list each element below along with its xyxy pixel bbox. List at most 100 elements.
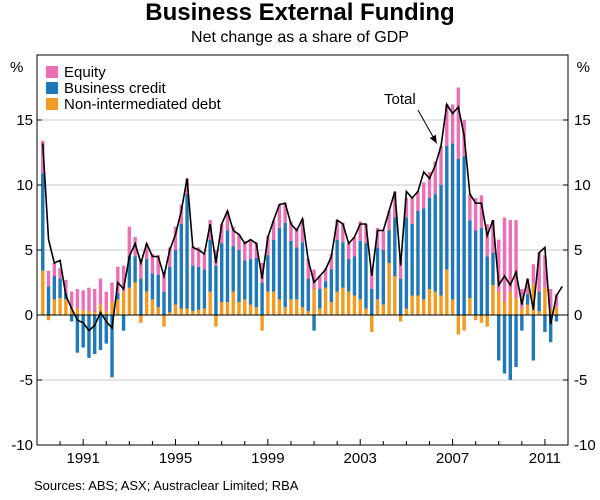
y-tick-label-left: -5 [20, 372, 33, 389]
bar-credit [266, 255, 270, 292]
bar-equity [144, 243, 149, 260]
bar-debt [81, 309, 85, 315]
bar-debt [156, 307, 160, 315]
bar-debt [554, 307, 559, 315]
bar-equity [445, 104, 449, 146]
bar-credit [479, 227, 484, 315]
bar-equity [491, 220, 495, 253]
bar-credit [312, 315, 316, 331]
bar-credit [283, 222, 287, 308]
bar-credit [52, 276, 57, 300]
bar-credit [456, 159, 461, 315]
x-tick-label: 1999 [251, 450, 284, 467]
bar-debt [497, 291, 501, 315]
bar-credit [346, 259, 351, 292]
bar-credit [179, 224, 183, 309]
bar-equity [508, 220, 512, 292]
bar-credit [139, 278, 143, 315]
bar-credit [358, 240, 362, 300]
bar-equity [375, 227, 380, 248]
bar-debt [433, 291, 437, 315]
bar-credit [41, 173, 45, 271]
bar-equity [341, 222, 345, 243]
bar-debt [87, 311, 91, 315]
bar-credit [98, 315, 103, 351]
bar-credit [220, 243, 224, 302]
bar-equity [81, 290, 85, 310]
bar-credit [289, 240, 293, 300]
bar-credit [508, 315, 512, 380]
x-tick-label: 2007 [436, 450, 469, 467]
bar-debt [41, 270, 45, 315]
bar-debt [220, 302, 224, 315]
bar-equity [323, 268, 328, 282]
bar-equity [52, 263, 57, 276]
bar-credit [404, 217, 409, 309]
bar-equity [283, 203, 287, 223]
bar-debt [58, 298, 62, 315]
bar-credit [433, 194, 437, 292]
x-tick-label: 1991 [66, 450, 99, 467]
bar-debt [225, 302, 230, 315]
bar-credit [520, 315, 524, 331]
y-tick-label-left: 10 [16, 177, 33, 194]
bar-equity [58, 268, 62, 279]
bar-equity [173, 226, 178, 250]
bar-credit [323, 281, 328, 288]
bar-equity [46, 270, 51, 287]
y-tick-label-right: 0 [574, 307, 582, 324]
bar-equity [191, 246, 195, 266]
bar-debt [243, 299, 247, 315]
bar-credit [537, 291, 541, 312]
bar-equity [531, 264, 536, 284]
bar-debt [381, 304, 385, 315]
bar-equity [69, 291, 74, 308]
bar-equity [346, 243, 351, 260]
bar-equity [370, 269, 374, 289]
bar-equity [231, 226, 235, 247]
bar-equity [139, 259, 143, 279]
annotation-label: Total [384, 91, 416, 108]
y-tick-label-right: -5 [574, 372, 587, 389]
bar-debt [520, 308, 524, 315]
bar-debt [173, 304, 178, 315]
bar-credit [81, 315, 85, 348]
bar-equity [260, 263, 264, 283]
bar-equity [398, 259, 403, 279]
bar-debt [370, 315, 374, 332]
bar-debt [260, 315, 264, 331]
bar-equity [300, 218, 305, 243]
bar-debt [231, 291, 235, 315]
bar-equity [104, 291, 108, 312]
bar-equity [520, 289, 524, 309]
bar-equity [393, 191, 397, 218]
bar-credit [162, 291, 166, 315]
bar-debt [410, 295, 414, 315]
bar-credit [416, 211, 420, 296]
bar-equity [387, 211, 391, 231]
bar-equity [427, 172, 432, 198]
bar-equity [537, 252, 541, 292]
bar-debt [69, 307, 74, 315]
bar-debt [543, 287, 547, 315]
bar-credit [445, 146, 449, 270]
y-tick-label-left: 5 [25, 242, 33, 259]
bar-debt [462, 315, 466, 331]
bar-debt [491, 285, 495, 315]
bar-debt [191, 311, 195, 315]
bar-debt [121, 291, 126, 315]
bar-credit [450, 143, 455, 300]
bar-debt [473, 315, 478, 321]
bar-equity [64, 279, 68, 293]
bar-debt [537, 311, 541, 315]
axis-ticks: -10 -10 -5 -5 0 0 5 5 10 10 15 15 1991 1995 1999 2003 20… [11, 112, 595, 467]
bar-debt [393, 276, 397, 315]
bar-debt [104, 311, 108, 315]
bar-equity [196, 247, 201, 267]
legend-business-credit-label: Business credit [64, 80, 167, 97]
bar-equity [168, 247, 172, 267]
bar-credit [341, 242, 345, 288]
bar-equity [439, 146, 443, 185]
bar-equity [202, 253, 207, 270]
